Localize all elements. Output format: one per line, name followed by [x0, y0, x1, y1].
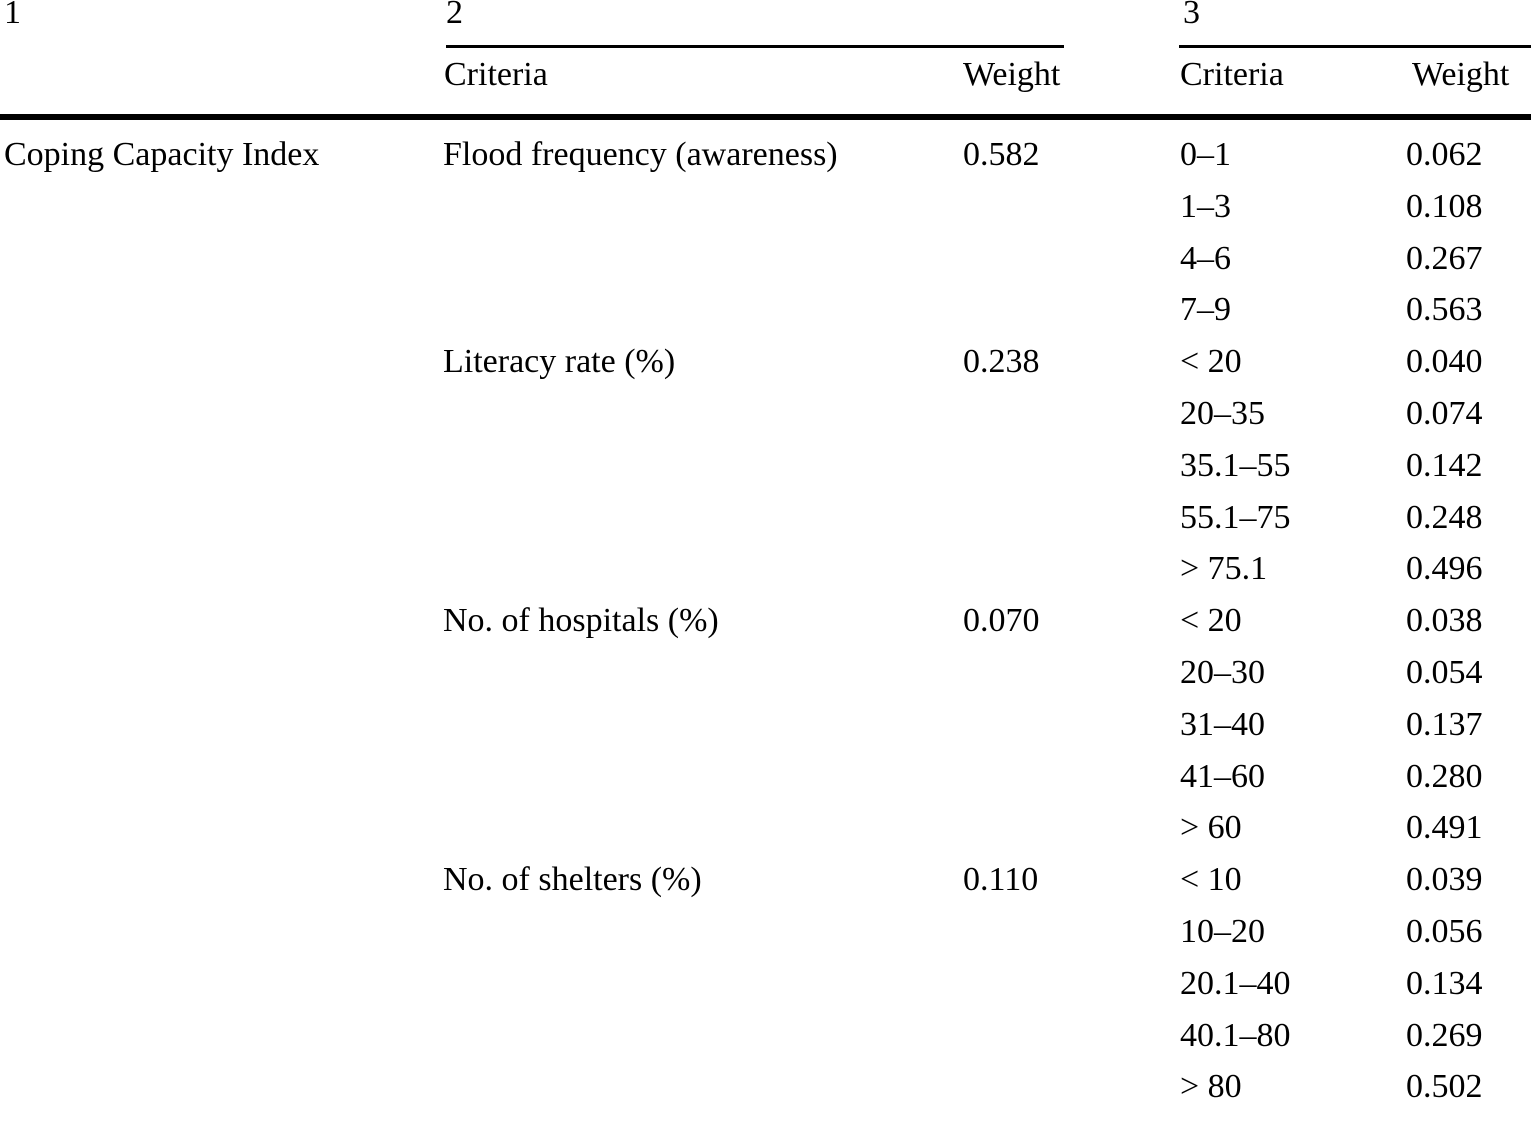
header-weight-group3: Weight — [1412, 56, 1510, 93]
sub-criteria-cell: 20–30 — [1180, 653, 1265, 691]
sub-criteria-cell: 31–40 — [1180, 705, 1265, 743]
table-body: Coping Capacity Index Flood frequency (a… — [0, 120, 1531, 1113]
col-group-2-label: 2 — [446, 0, 463, 31]
table-row: > 80 0.502 — [0, 1061, 1531, 1113]
sub-criteria-cell: > 80 — [1180, 1068, 1242, 1106]
sub-criteria-cell: 20.1–40 — [1180, 964, 1291, 1002]
group-2-underline — [446, 45, 1064, 48]
sub-criteria-cell: 4–6 — [1180, 239, 1231, 277]
sub-criteria-cell: < 20 — [1180, 343, 1242, 381]
table-row: 20.1–40 0.134 — [0, 958, 1531, 1010]
sub-criteria-cell: 20–35 — [1180, 394, 1265, 432]
criteria-cell: No. of hospitals (%) — [443, 602, 719, 640]
sub-weight-cell: 0.134 — [1406, 964, 1483, 1002]
header-criteria-group3: Criteria — [1180, 56, 1284, 93]
criteria-cell: No. of shelters (%) — [443, 861, 702, 899]
header-divider-rule — [0, 114, 1531, 120]
header-criteria-group2: Criteria — [444, 56, 548, 93]
criteria-cell: Flood frequency (awareness) — [443, 136, 838, 173]
table-row: No. of shelters (%) 0.110 < 10 0.039 — [0, 854, 1531, 906]
table-row: 20–35 0.074 — [0, 388, 1531, 440]
sub-weight-cell: 0.054 — [1406, 653, 1483, 691]
sub-criteria-cell: 35.1–55 — [1180, 446, 1291, 484]
sub-criteria-cell: > 60 — [1180, 809, 1242, 847]
table-header: 1 2 3 Criteria Weight Criteria Weight — [0, 0, 1531, 120]
table-row: 7–9 0.563 — [0, 284, 1531, 336]
table-row: 31–40 0.137 — [0, 699, 1531, 751]
weight-cell: 0.110 — [963, 861, 1039, 899]
index-cell: Coping Capacity Index — [4, 136, 320, 173]
table-row: Coping Capacity Index Flood frequency (a… — [0, 129, 1531, 181]
sub-weight-cell: 0.056 — [1406, 912, 1483, 950]
sub-weight-cell: 0.280 — [1406, 757, 1483, 795]
sub-weight-cell: 0.142 — [1406, 446, 1483, 484]
sub-criteria-cell: 40.1–80 — [1180, 1016, 1291, 1054]
table-row: 4–6 0.267 — [0, 233, 1531, 285]
sub-criteria-cell: 10–20 — [1180, 912, 1265, 950]
sub-criteria-cell: < 10 — [1180, 861, 1242, 899]
sub-criteria-cell: 41–60 — [1180, 757, 1265, 795]
sub-criteria-cell: 0–1 — [1180, 136, 1231, 173]
weight-cell: 0.238 — [963, 343, 1040, 381]
table-row: 55.1–75 0.248 — [0, 492, 1531, 544]
table-row: Literacy rate (%) 0.238 < 20 0.040 — [0, 336, 1531, 388]
sub-criteria-cell: > 75.1 — [1180, 550, 1268, 588]
table-row: 40.1–80 0.269 — [0, 1010, 1531, 1062]
header-weight-group2: Weight — [963, 56, 1061, 93]
sub-weight-cell: 0.269 — [1406, 1016, 1483, 1054]
table-row: > 60 0.491 — [0, 802, 1531, 854]
sub-criteria-cell: 7–9 — [1180, 291, 1231, 329]
sub-weight-cell: 0.267 — [1406, 239, 1483, 277]
sub-weight-cell: 0.248 — [1406, 498, 1483, 536]
sub-criteria-cell: 1–3 — [1180, 187, 1231, 225]
table-row: > 75.1 0.496 — [0, 543, 1531, 595]
sub-weight-cell: 0.491 — [1406, 809, 1483, 847]
table-row: No. of hospitals (%) 0.070 < 20 0.038 — [0, 595, 1531, 647]
sub-weight-cell: 0.074 — [1406, 394, 1483, 432]
sub-criteria-cell: < 20 — [1180, 602, 1242, 640]
sub-weight-cell: 0.563 — [1406, 291, 1483, 329]
criteria-cell: Literacy rate (%) — [443, 343, 676, 381]
table-row: 20–30 0.054 — [0, 647, 1531, 699]
sub-weight-cell: 0.502 — [1406, 1068, 1483, 1106]
sub-weight-cell: 0.496 — [1406, 550, 1483, 588]
table-row: 1–3 0.108 — [0, 181, 1531, 233]
sub-weight-cell: 0.137 — [1406, 705, 1483, 743]
col-group-3-label: 3 — [1183, 0, 1200, 31]
sub-weight-cell: 0.038 — [1406, 602, 1483, 640]
sub-weight-cell: 0.062 — [1406, 136, 1483, 173]
col-group-1-label: 1 — [4, 0, 21, 31]
sub-criteria-cell: 55.1–75 — [1180, 498, 1291, 536]
sub-weight-cell: 0.039 — [1406, 861, 1483, 899]
table-row: 10–20 0.056 — [0, 906, 1531, 958]
sub-weight-cell: 0.108 — [1406, 187, 1483, 225]
group-3-underline — [1179, 45, 1531, 48]
table-row: 41–60 0.280 — [0, 751, 1531, 803]
table-row: 35.1–55 0.142 — [0, 440, 1531, 492]
weight-cell: 0.070 — [963, 602, 1040, 640]
weight-cell: 0.582 — [963, 136, 1040, 173]
sub-weight-cell: 0.040 — [1406, 343, 1483, 381]
